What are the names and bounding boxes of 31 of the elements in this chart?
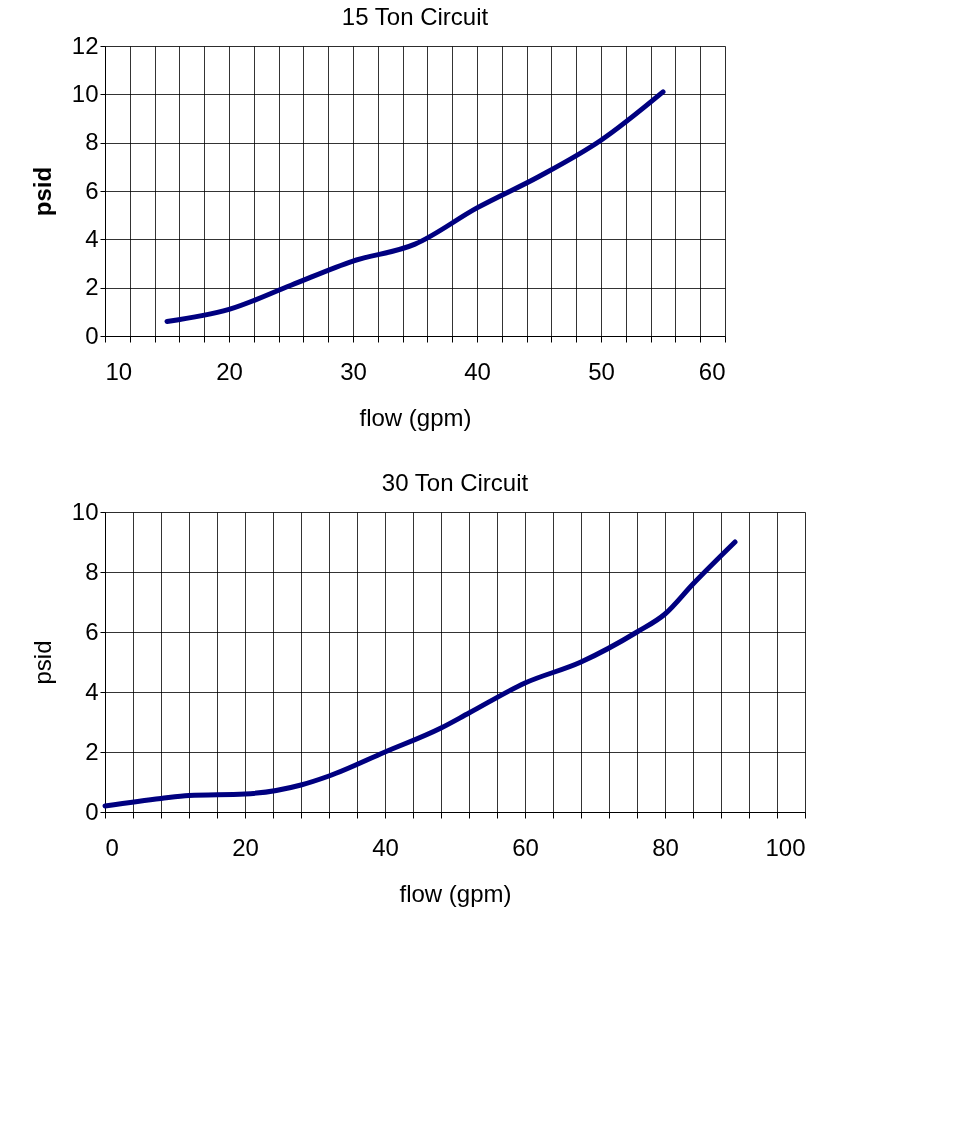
x-tick-label: 10 [105,357,133,385]
y-tick-label: 0 [85,797,99,825]
x-tick-label: 0 [105,833,119,861]
y-axis-title: psid [28,166,56,217]
x-tick-label: 100 [765,833,806,861]
x-tick-label: 40 [372,833,399,861]
x-tick-label: 60 [698,357,726,385]
chart-title: 15 Ton Circuit [341,3,489,30]
x-tick-label: 30 [340,357,367,385]
y-tick-label: 2 [85,273,99,301]
y-tick-label: 6 [85,176,99,204]
y-tick-label: 2 [85,737,99,765]
x-tick-label: 50 [588,357,615,385]
y-tick-label: 8 [85,128,99,156]
x-tick-label: 80 [652,833,679,861]
x-axis-title: flow (gpm) [359,403,472,431]
x-tick-label: 20 [232,833,259,861]
y-tick-label: 0 [85,321,99,349]
x-tick-label: 60 [512,833,539,861]
y-tick-label: 12 [71,31,99,59]
y-tick-label: 4 [85,224,99,252]
x-axis-title: flow (gpm) [399,879,512,907]
x-tick-label: 20 [216,357,243,385]
y-tick-label: 10 [71,497,99,525]
y-axis-title: psid [28,640,56,685]
y-tick-label: 8 [85,557,99,585]
y-tick-label: 4 [85,677,99,705]
x-tick-label: 40 [464,357,491,385]
y-tick-label: 6 [85,617,99,645]
y-tick-label: 10 [71,79,99,107]
chart-title: 30 Ton Circuit [381,469,529,496]
